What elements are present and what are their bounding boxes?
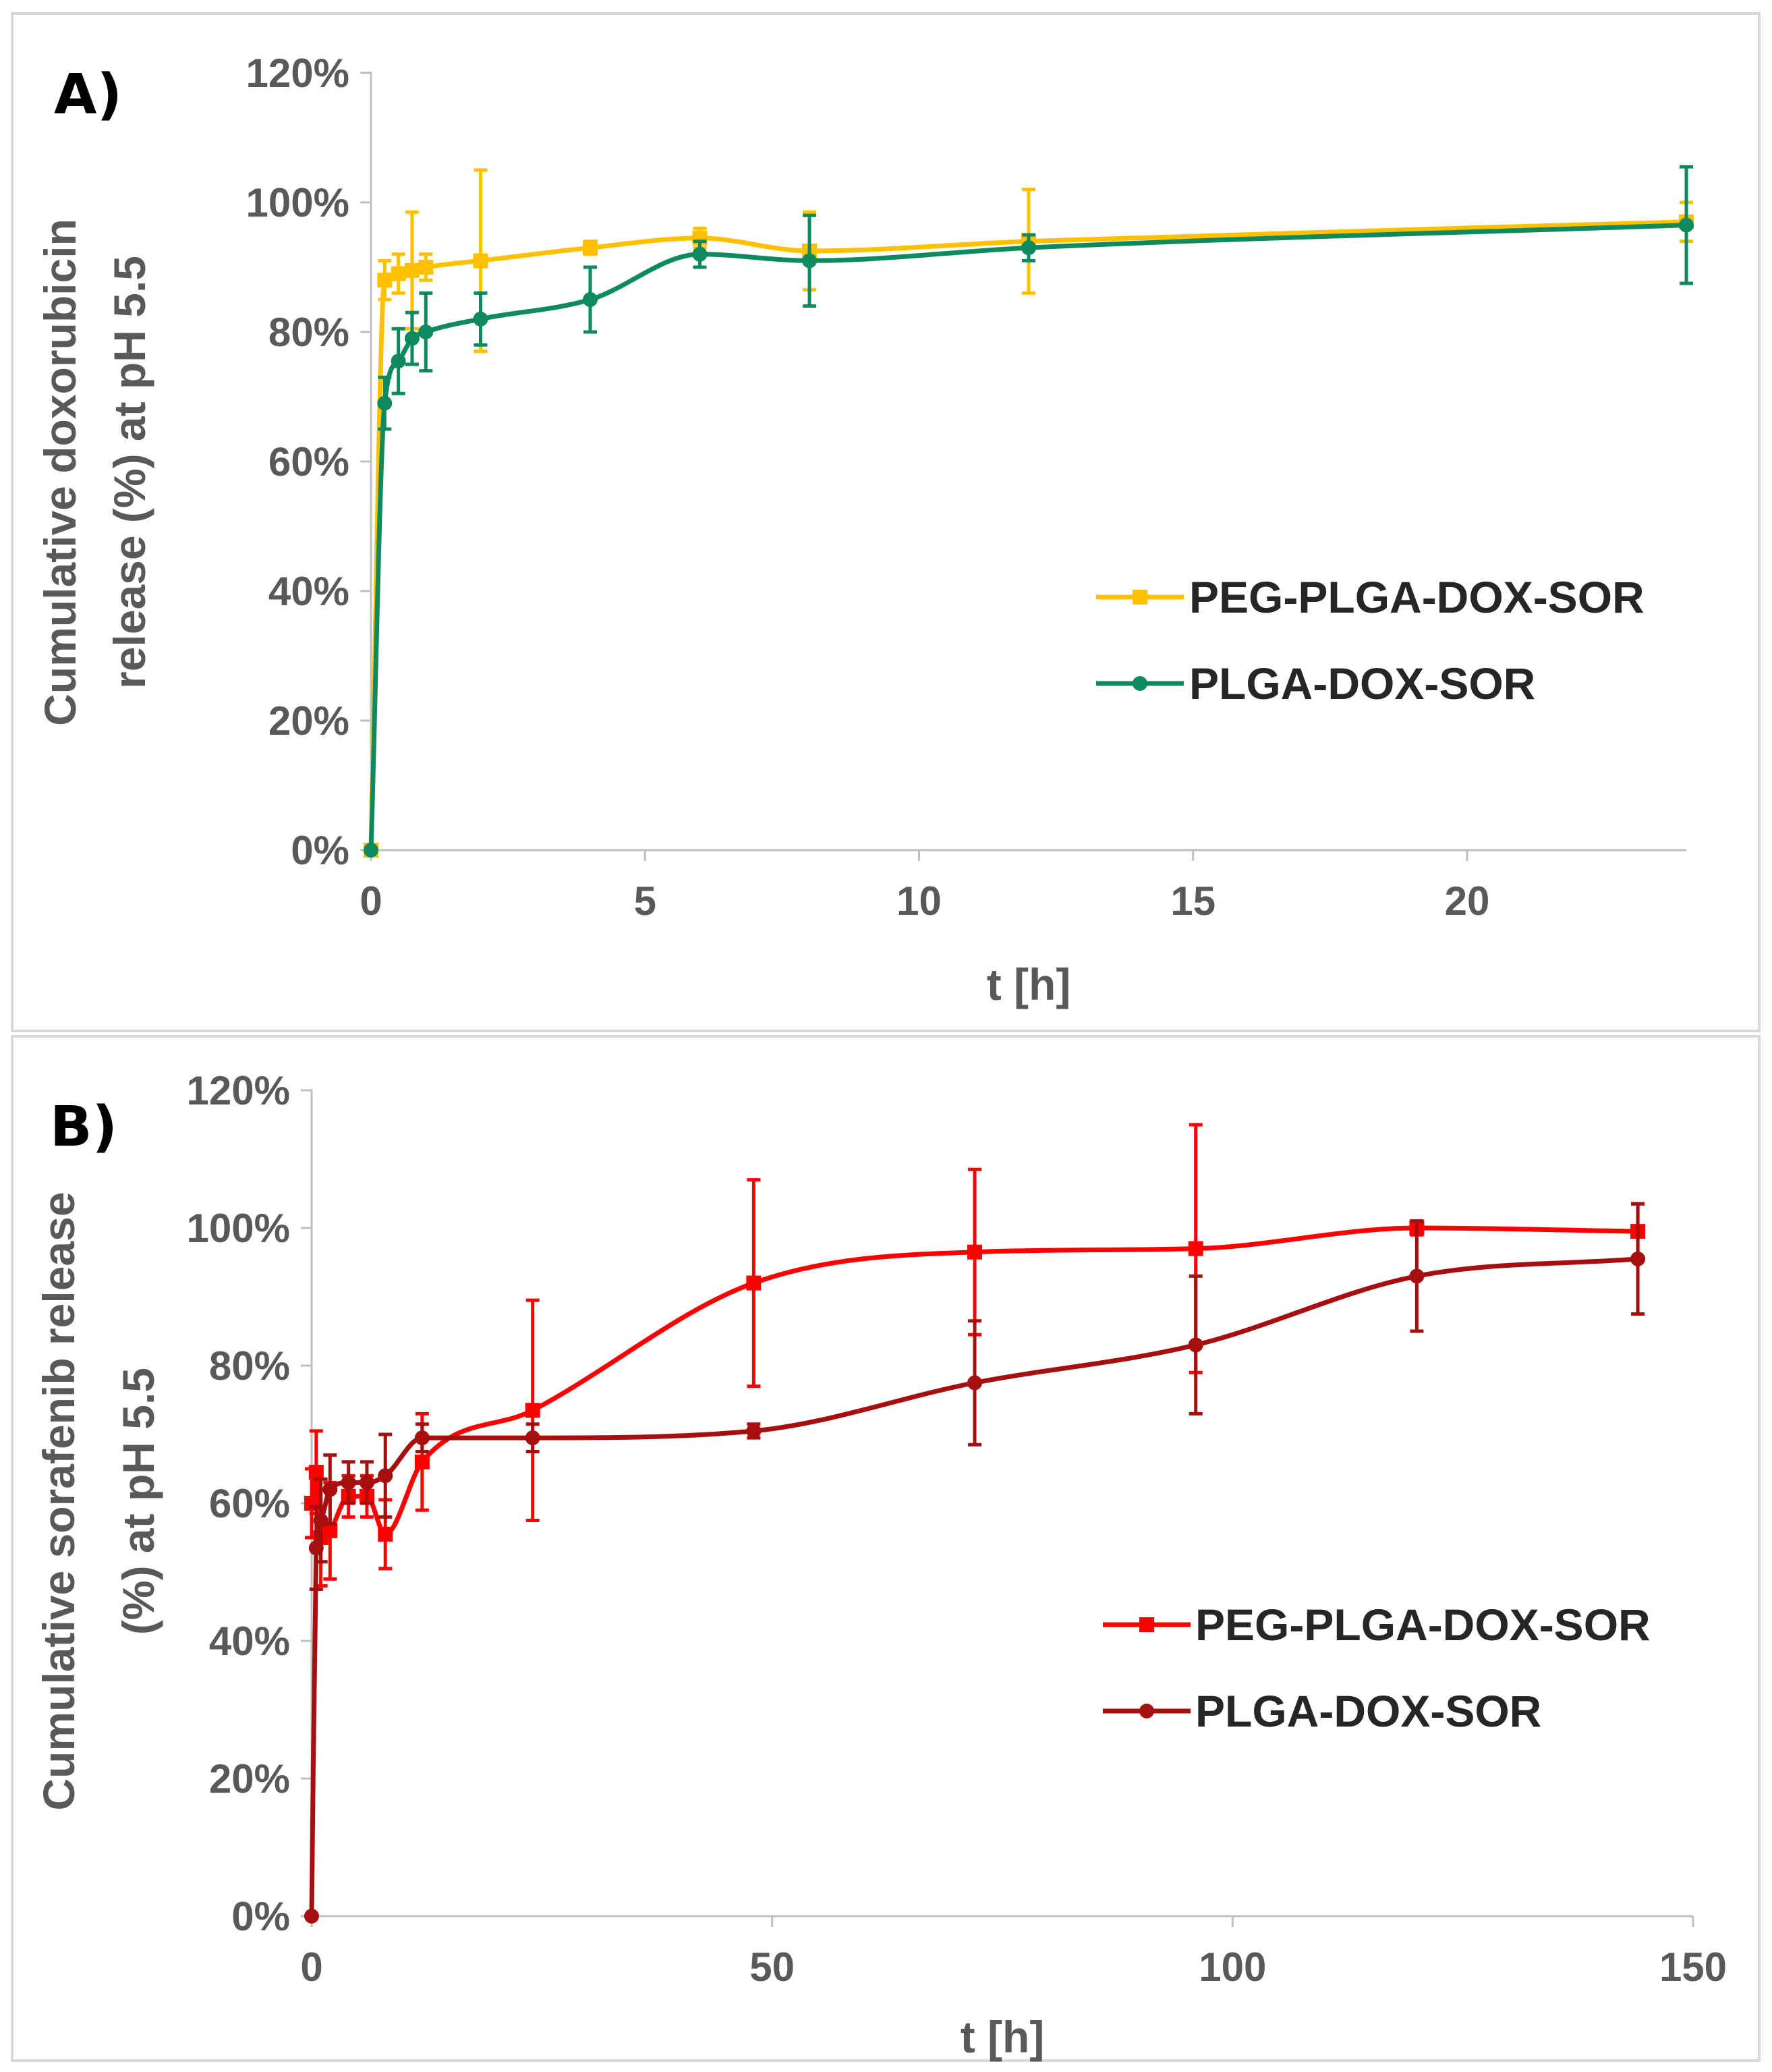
y-tick-label: 60% <box>209 1481 290 1526</box>
data-point <box>378 1468 393 1484</box>
data-point <box>418 325 434 339</box>
data-point <box>1679 217 1694 233</box>
data-point <box>313 1513 328 1528</box>
data-point <box>583 240 598 256</box>
x-tick-label: 0 <box>300 1944 322 1990</box>
y-tick-label: 100% <box>187 1206 290 1251</box>
legend-swatch-marker <box>1139 1617 1154 1632</box>
data-point <box>322 1482 338 1497</box>
data-point <box>308 1465 324 1480</box>
data-point <box>404 262 420 278</box>
y-tick-label: 100% <box>246 180 349 225</box>
x-tick-label: 5 <box>634 878 656 924</box>
data-point <box>746 1275 762 1291</box>
x-tick-label: 50 <box>749 1944 795 1990</box>
y-tick-label: 0% <box>291 828 349 873</box>
y-axis-label: (%) at pH 5.5 <box>113 1368 163 1635</box>
data-point <box>359 1475 374 1490</box>
y-tick-label: 120% <box>187 1068 290 1113</box>
data-point <box>583 292 598 307</box>
series-plga: PLGA-DOX-SOR <box>304 1202 1646 1924</box>
data-point <box>378 1526 393 1542</box>
data-point <box>308 1540 324 1556</box>
x-axis-label: t [h] <box>961 2012 1045 2062</box>
x-tick-label: 100 <box>1199 1944 1266 1990</box>
chart-a: A) 0% 20% 40% 60% 80% 100% 120% 0 5 10 15 20 t [h] Cum… <box>35 51 1694 1009</box>
data-point <box>692 246 708 262</box>
y-tick-label: 80% <box>268 310 349 355</box>
legend-label: PEG-PLGA-DOX-SOR <box>1195 1600 1651 1650</box>
data-point <box>377 395 393 411</box>
chart-b: B) 0% 20% 40% 60% 80% 100% 120% 0 50 100 150 t [h] Cu… <box>34 1068 1727 2062</box>
y-tick-label: 40% <box>209 1619 290 1664</box>
x-tick-label: 20 <box>1445 878 1490 924</box>
data-point <box>304 1909 319 1924</box>
data-point <box>802 253 817 269</box>
chart-panel-b <box>11 1035 1761 2062</box>
panel-label: B) <box>50 1095 117 1159</box>
data-point <box>967 1375 983 1391</box>
y-tick-label: 120% <box>246 51 349 96</box>
y-tick-label: 20% <box>268 698 349 744</box>
legend-swatch-marker <box>1133 676 1147 691</box>
y-axis-label: Cumulative sorafenib release <box>34 1192 84 1810</box>
series-plga: PLGA-DOX-SOR <box>364 165 1694 858</box>
data-point <box>525 1430 540 1446</box>
data-point <box>1188 1337 1203 1353</box>
data-point <box>1630 1251 1646 1266</box>
y-tick-label: 40% <box>268 569 349 614</box>
data-point <box>377 273 393 288</box>
chart-panel-a <box>11 12 1761 1032</box>
data-point <box>364 843 378 858</box>
series-line <box>368 223 1689 853</box>
data-point <box>418 260 434 275</box>
data-point <box>414 1430 430 1446</box>
data-point <box>391 354 406 369</box>
legend-label: PEG-PLGA-DOX-SOR <box>1189 572 1645 622</box>
data-point <box>967 1244 983 1260</box>
series-peg-plga: PEG-PLGA-DOX-SOR <box>364 168 1694 858</box>
legend-label: PLGA-DOX-SOR <box>1195 1686 1541 1736</box>
data-point <box>391 266 406 281</box>
data-point <box>1188 1241 1203 1256</box>
legend-label: PLGA-DOX-SOR <box>1189 659 1535 708</box>
y-tick-label: 80% <box>209 1343 290 1389</box>
data-point <box>746 1423 762 1438</box>
y-axis-label: release (%) at pH 5.5 <box>105 256 154 689</box>
data-point <box>1021 240 1036 256</box>
data-point <box>404 331 420 346</box>
x-axis-label: t [h] <box>987 959 1071 1009</box>
y-tick-label: 60% <box>268 439 349 484</box>
legend-swatch-marker <box>1139 1704 1154 1718</box>
x-tick-label: 0 <box>360 878 382 924</box>
data-point <box>322 1523 338 1538</box>
x-tick-label: 15 <box>1170 878 1216 924</box>
y-axis-label: Cumulative doxorubicin <box>35 219 85 726</box>
data-point <box>341 1475 356 1490</box>
x-tick-label: 150 <box>1659 1944 1727 1990</box>
data-point <box>473 253 488 269</box>
x-tick-label: 10 <box>896 878 942 924</box>
y-tick-label: 20% <box>209 1756 290 1801</box>
data-point <box>525 1403 540 1418</box>
panel-label: A) <box>54 63 122 127</box>
data-point <box>414 1454 430 1469</box>
data-point <box>473 311 488 327</box>
y-tick-label: 0% <box>231 1894 290 1939</box>
data-point <box>1409 1268 1425 1284</box>
legend-swatch-marker <box>1133 590 1147 605</box>
series-line <box>368 219 1689 853</box>
